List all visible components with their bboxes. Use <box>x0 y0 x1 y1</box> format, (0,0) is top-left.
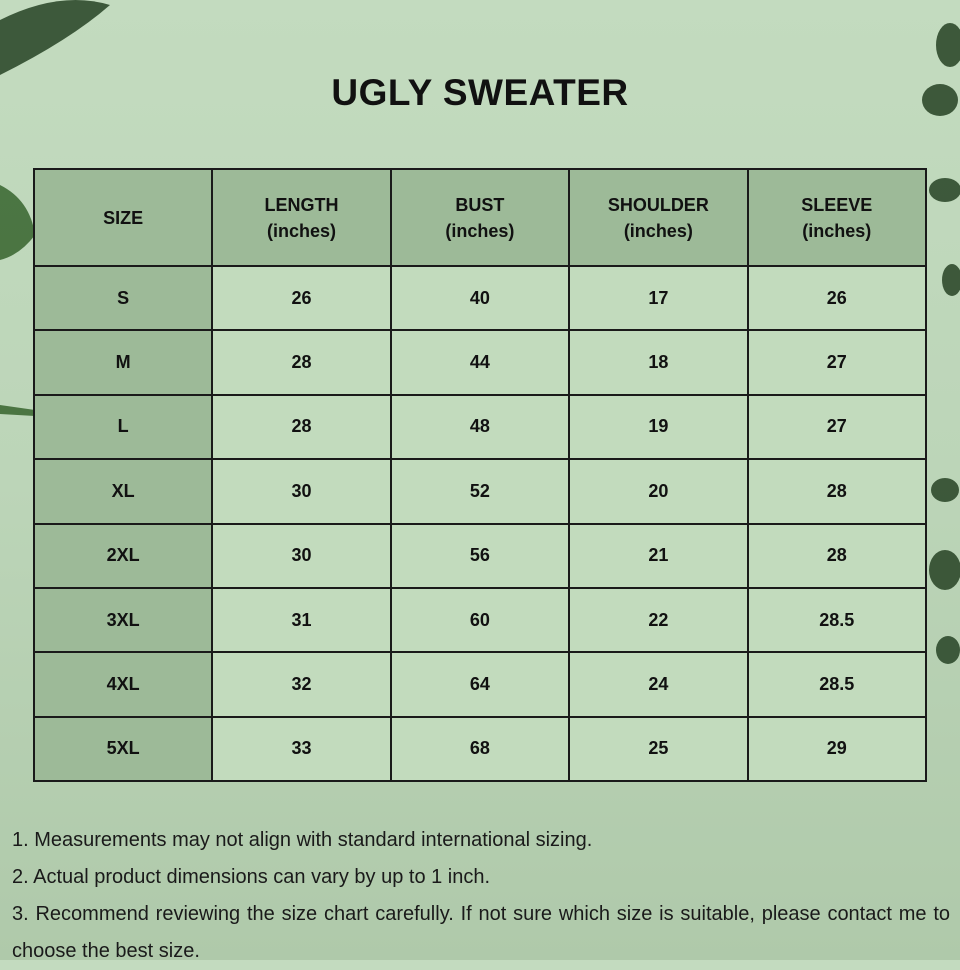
column-header-label: SLEEVE <box>801 194 873 215</box>
table-cell: 64 <box>389 651 571 718</box>
table-cell: 20 <box>568 458 749 525</box>
size-cell: S <box>32 264 214 332</box>
table-cell: 32 <box>211 651 392 718</box>
table-cell: 26 <box>746 264 928 332</box>
table-cell: 17 <box>568 264 749 332</box>
leaf-right-2 <box>922 84 958 116</box>
leaf-left-stem <box>0 405 35 416</box>
size-chart-table: SIZE LENGTH (inches) BUST (inches) SHOULDER (i… <box>32 168 928 783</box>
column-header-bust: BUST (inches) <box>389 168 571 267</box>
table-cell: 28.5 <box>746 586 928 654</box>
column-header-unit: (inches) <box>266 220 336 241</box>
table-cell: 48 <box>389 393 571 461</box>
column-header-shoulder: SHOULDER (inches) <box>568 168 749 267</box>
table-cell: 27 <box>746 329 928 396</box>
table-row: S 26 40 17 26 <box>32 264 928 332</box>
column-header-unit: (inches) <box>623 220 693 241</box>
note-2: 2. Actual product dimensions can vary by… <box>12 866 491 888</box>
table-row: 4XL 32 64 24 28.5 <box>32 651 928 718</box>
table-cell: 60 <box>389 586 571 654</box>
table-cell: 68 <box>389 715 571 783</box>
table-cell: 28 <box>746 522 928 589</box>
note-3: 3. Recommend reviewing the size chart ca… <box>12 903 950 962</box>
table-cell: 40 <box>389 264 571 332</box>
table-cell: 18 <box>568 329 749 396</box>
leaf-right-4 <box>942 264 960 296</box>
size-cell: 4XL <box>32 651 214 718</box>
table-row: M 28 44 18 27 <box>32 329 928 396</box>
column-header-unit: (inches) <box>445 220 515 241</box>
table-row: 3XL 31 60 22 28.5 <box>32 586 928 654</box>
table-cell: 56 <box>389 522 571 589</box>
leaf-right-6 <box>929 550 960 590</box>
size-cell: 2XL <box>32 522 214 589</box>
column-header-label: SHOULDER <box>607 194 709 215</box>
note-1: 1. Measurements may not align with stand… <box>12 829 593 851</box>
size-cell: XL <box>32 458 214 525</box>
size-cell: L <box>32 393 214 461</box>
size-cell: 5XL <box>32 715 214 783</box>
table-cell: 52 <box>389 458 571 525</box>
table-cell: 44 <box>389 329 571 396</box>
table-cell: 19 <box>568 393 749 461</box>
column-header-label: BUST <box>455 194 505 215</box>
table-cell: 28 <box>746 458 928 525</box>
column-header-label: LENGTH <box>264 194 339 215</box>
table-cell: 28 <box>211 393 392 461</box>
table-cell: 27 <box>746 393 928 461</box>
table-cell: 28 <box>211 329 392 396</box>
leaf-right-3 <box>929 178 960 202</box>
table-cell: 30 <box>211 522 392 589</box>
leaf-right-5 <box>931 478 959 502</box>
leaf-right-1 <box>936 23 960 67</box>
table-cell: 24 <box>568 651 749 718</box>
table-cell: 21 <box>568 522 749 589</box>
size-cell: M <box>32 329 214 396</box>
table-row: L 28 48 19 27 <box>32 393 928 461</box>
notes: 1. Measurements may not align with stand… <box>12 822 950 970</box>
page-title: UGLY SWEATER <box>331 72 629 113</box>
table-cell: 22 <box>568 586 749 654</box>
column-header-label: SIZE <box>103 207 144 228</box>
table-cell: 25 <box>568 715 749 783</box>
table-row: XL 30 52 20 28 <box>32 458 928 525</box>
leaf-left <box>0 185 35 260</box>
table-row: 2XL 30 56 21 28 <box>32 522 928 589</box>
table-cell: 29 <box>746 715 928 783</box>
leaf-top-left <box>0 0 110 75</box>
size-cell: 3XL <box>32 586 214 654</box>
column-header-size: SIZE <box>32 168 214 267</box>
table-cell: 31 <box>211 586 392 654</box>
column-header-unit: (inches) <box>802 220 872 241</box>
header-row: SIZE LENGTH (inches) BUST (inches) SHOULDER (i… <box>32 168 928 267</box>
table-cell: 26 <box>211 264 392 332</box>
table-cell: 28.5 <box>746 651 928 718</box>
leaf-right-7 <box>936 636 960 664</box>
column-header-sleeve: SLEEVE (inches) <box>746 168 928 267</box>
table-cell: 30 <box>211 458 392 525</box>
table-row: 5XL 33 68 25 29 <box>32 715 928 783</box>
table-cell: 33 <box>211 715 392 783</box>
column-header-length: LENGTH (inches) <box>211 168 392 267</box>
